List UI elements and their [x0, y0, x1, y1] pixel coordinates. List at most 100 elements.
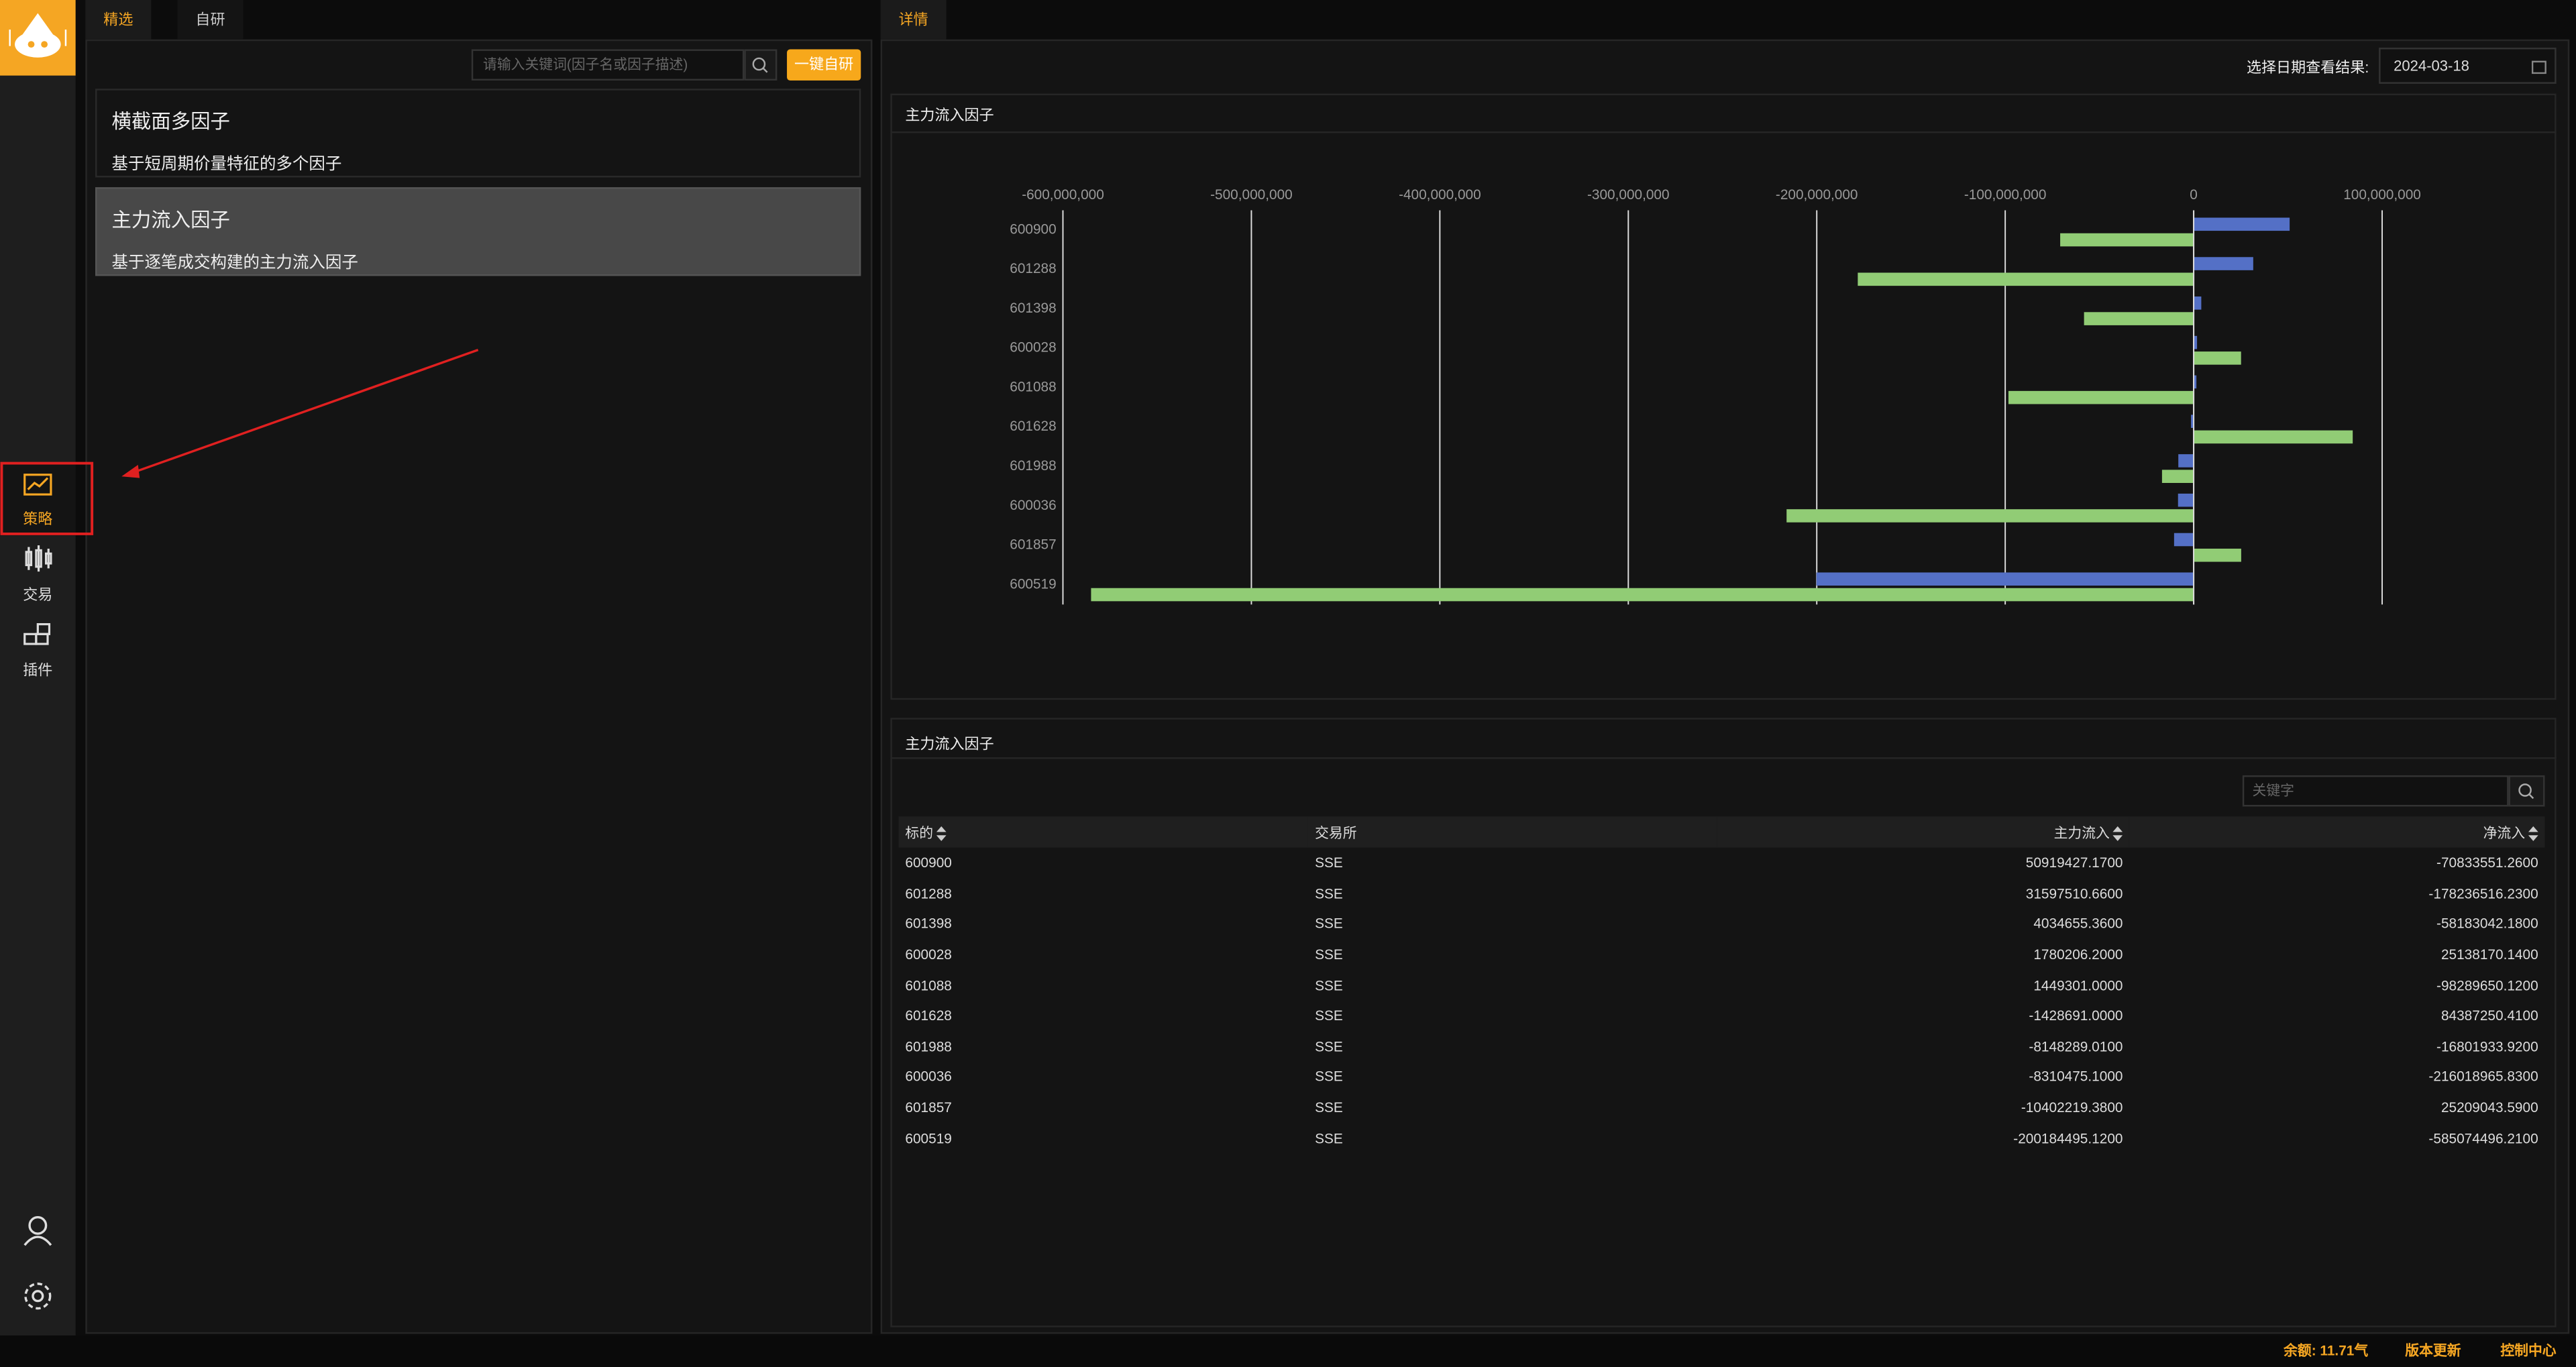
column-header[interactable]: 主力流入 [1717, 816, 2130, 848]
sort-icon [2112, 826, 2123, 841]
strategy-icon [23, 474, 52, 496]
nav-trade[interactable]: 交易 [0, 539, 76, 604]
date-label: 选择日期查看结果: [2246, 59, 2369, 76]
bar [2174, 533, 2194, 547]
chart-header [890, 94, 2557, 133]
table-cell: 1449301.0000 [2033, 977, 2123, 993]
table-cell: 50919427.1700 [2025, 855, 2123, 871]
bar [2194, 217, 2290, 231]
nav-plugin[interactable]: 插件 [0, 614, 76, 680]
search-button[interactable] [744, 49, 777, 80]
table-cell: 25138170.1400 [2440, 946, 2538, 963]
column-header[interactable]: 净流入 [2129, 816, 2545, 848]
table-row: 600028 SSE 1780206.2000 25138170.1400 [899, 939, 2545, 970]
table-row: 600900 SSE 50919427.1700 -70833551.2600 [899, 848, 2545, 879]
header-row: 标的 交易所 主力流入 净流入 [898, 816, 2545, 848]
y-tick-label: 600028 [1010, 340, 1056, 356]
card-title: 横截面多因子 [111, 110, 230, 133]
x-tick-label: -300,000,000 [1587, 187, 1670, 203]
table-cell: SSE [1315, 1099, 1343, 1115]
table-cell: SSE [1315, 946, 1343, 963]
table-cell: 25209043.5900 [2440, 1099, 2538, 1115]
table-cell: 601988 [905, 1038, 952, 1054]
tab[interactable]: 精选 [85, 0, 152, 40]
table-cell: 601857 [905, 1099, 952, 1115]
date-picker[interactable]: 2024-03-18 [2379, 48, 2557, 84]
table-cell: 601628 [905, 1007, 952, 1024]
card-description: 基于逐笔成交构建的主力流入因子 [111, 254, 358, 273]
table-row: 600519 SSE -200184495.1200 -585074496.2100 [899, 1122, 2545, 1153]
table-cell: -1428691.0000 [2029, 1007, 2123, 1024]
table-cell: -178236516.2300 [2428, 885, 2538, 902]
table-cell: 84387250.4100 [2440, 1007, 2538, 1024]
table-search-button[interactable] [2508, 775, 2545, 807]
control-center[interactable]: 控制中心 [2500, 1342, 2557, 1359]
search-input[interactable]: 请输入关键词(因子名或因子描述) [471, 49, 745, 80]
factor-card[interactable]: 主力流入因子 基于逐笔成交构建的主力流入因子 [95, 187, 861, 276]
table-cell: SSE [1315, 1130, 1343, 1146]
table-title: 主力流入因子 [905, 736, 994, 753]
table-cell: -8310475.1000 [2029, 1068, 2123, 1085]
table-cell: -8148289.0100 [2029, 1038, 2123, 1054]
y-tick-label: 600036 [1010, 498, 1056, 513]
user-icon[interactable] [21, 1214, 54, 1247]
tab[interactable]: 自研 [177, 0, 244, 40]
sort-icon [2528, 826, 2538, 841]
search-icon [752, 57, 768, 73]
column-header[interactable]: 标的 [898, 816, 1309, 848]
table-cell: 1780206.2000 [2033, 946, 2123, 963]
y-tick-label: 601988 [1010, 458, 1056, 474]
table-cell: SSE [1315, 1007, 1343, 1024]
y-tick-label: 601398 [1010, 300, 1056, 316]
nav-label: 交易 [23, 586, 53, 603]
settings-icon[interactable] [21, 1280, 54, 1313]
chart-title: 主力流入因子 [905, 107, 994, 123]
table-cell: 600028 [905, 946, 952, 963]
column-title: 净流入 [2483, 824, 2526, 840]
date-value: 2024-03-18 [2394, 57, 2469, 74]
logo[interactable] [0, 0, 76, 76]
column-title: 交易所 [1315, 824, 1357, 840]
factor-card[interactable]: 横截面多因子 基于短周期价量特征的多个因子 [95, 89, 861, 178]
bar [1858, 272, 2194, 286]
table-cell: -585074496.2100 [2428, 1130, 2538, 1146]
column-title: 主力流入 [2053, 824, 2110, 840]
create-button[interactable]: 一键自研 [787, 49, 861, 80]
table-cell: 4034655.3600 [2033, 916, 2123, 932]
chart: -600,000,000 -500,000,000 -400,000,000 -300… [1010, 187, 2421, 605]
table-cell: SSE [1315, 916, 1343, 932]
x-tick-label: -500,000,000 [1210, 187, 1293, 203]
x-tick-label: -200,000,000 [1776, 187, 1858, 203]
version-update[interactable]: 版本更新 [2405, 1342, 2461, 1359]
logo-icon [9, 13, 67, 58]
bar [2194, 351, 2241, 365]
nav-strategy[interactable]: 策略 [0, 463, 76, 536]
bar [1091, 588, 2194, 602]
table-cell: 601088 [905, 977, 952, 993]
table-search[interactable]: 关键字 [2242, 775, 2509, 807]
balance[interactable]: 余额: 11.71气 [2284, 1342, 2369, 1359]
table-cell: SSE [1315, 885, 1343, 902]
bar [2178, 493, 2194, 507]
tab[interactable]: 详情 [880, 0, 947, 40]
table-cell: -16801933.9200 [2436, 1038, 2538, 1054]
sidebar [0, 0, 76, 1336]
bar [2194, 375, 2197, 389]
x-tick-label: -600,000,000 [1022, 187, 1104, 203]
data-table: 标的 交易所 主力流入 净流入 600900 SSE 50919427.1700 -70833… [898, 816, 2545, 1153]
table-row: 601988 SSE -8148289.0100 -16801933.9200 [899, 1031, 2545, 1062]
table-cell: SSE [1315, 977, 1343, 993]
plugin-icon [23, 623, 51, 645]
y-tick-label: 601088 [1010, 379, 1056, 394]
bar [1786, 509, 2194, 523]
nav-label: 插件 [23, 661, 53, 679]
nav-label: 策略 [23, 510, 53, 528]
x-tick-label: 100,000,000 [2343, 187, 2421, 203]
column-header[interactable]: 交易所 [1308, 816, 1717, 848]
trade-icon [25, 545, 52, 572]
table-cell: 600519 [905, 1130, 952, 1146]
table-cell: 600036 [905, 1068, 952, 1085]
table-cell: SSE [1315, 1068, 1343, 1085]
